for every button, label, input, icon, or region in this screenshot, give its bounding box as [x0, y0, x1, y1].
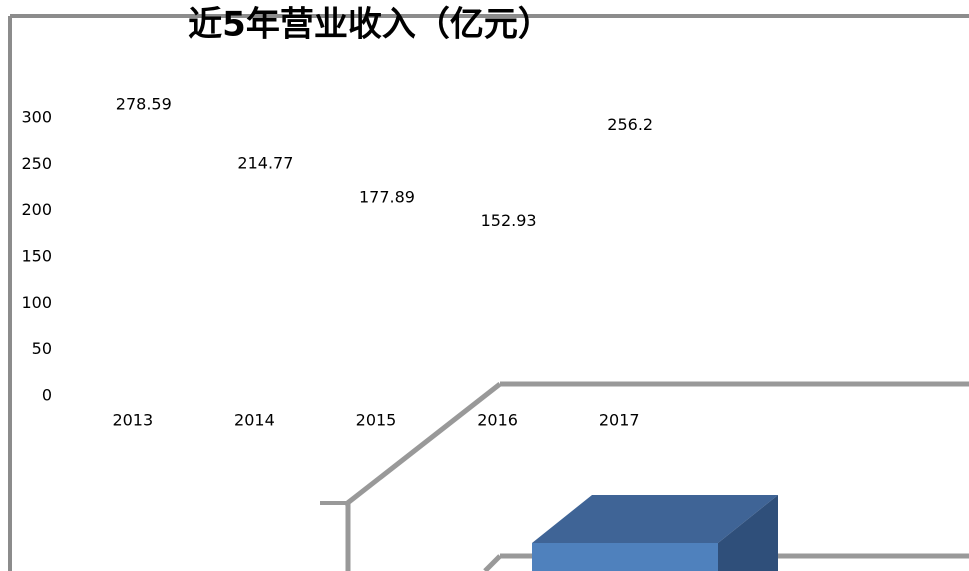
- x-tick-label: 2014: [234, 411, 275, 430]
- y-tick-label: 150: [21, 247, 52, 266]
- y-tick-label: 250: [21, 154, 52, 173]
- data-label: 214.77: [237, 153, 293, 172]
- x-tick-label: 2016: [477, 411, 518, 430]
- y-tick-label: 300: [21, 108, 52, 127]
- box-front: [532, 543, 718, 571]
- data-label: 278.59: [116, 94, 172, 113]
- decor-diagonal: [485, 556, 500, 571]
- x-tick-label: 2015: [356, 411, 397, 430]
- decor-diagonal: [345, 384, 500, 505]
- chart-title: 近5年营业收入（亿元）: [188, 5, 552, 45]
- x-tick-label: 2013: [112, 411, 153, 430]
- y-tick-label: 100: [21, 293, 52, 312]
- y-tick-label: 50: [32, 339, 52, 358]
- data-label: 152.93: [481, 211, 537, 230]
- chart: 近5年营业收入（亿元） 0 50 100 150 200 250 300 2013 278.59…: [0, 0, 969, 571]
- y-tick-label: 200: [21, 200, 52, 219]
- x-tick-label: 2017: [599, 411, 640, 430]
- data-label: 256.2: [607, 115, 653, 134]
- y-tick-label: 0: [42, 386, 52, 405]
- data-label: 177.89: [359, 188, 415, 207]
